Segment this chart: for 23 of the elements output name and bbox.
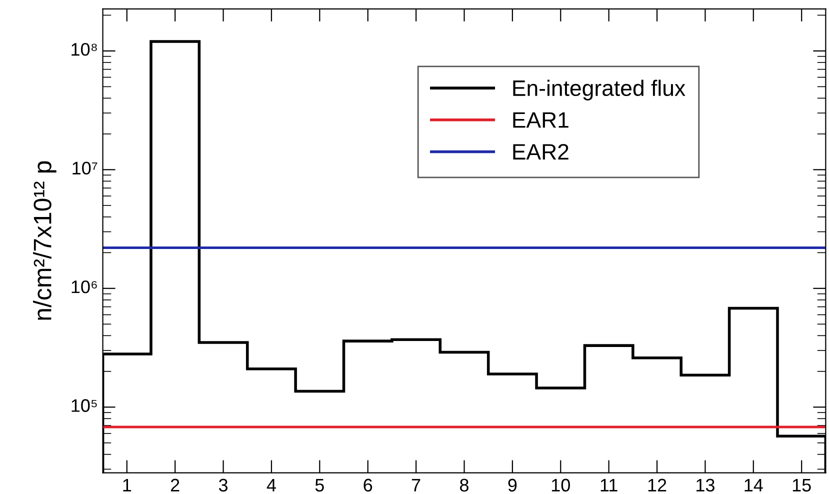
y-axis-title: n/cm²/7x10¹² p <box>33 161 56 320</box>
x-tick-label: 8 <box>460 478 468 492</box>
x-tick-label: 7 <box>412 478 420 492</box>
x-tick-label: 10 <box>552 478 570 492</box>
x-tick-label: 14 <box>744 478 763 492</box>
y-tick-label: 10⁸ <box>72 42 97 56</box>
y-tick-label: 10⁵ <box>72 399 97 412</box>
legend-label: EAR2 <box>513 144 568 160</box>
x-tick-label: 2 <box>170 478 180 492</box>
x-tick-label: 5 <box>315 478 324 492</box>
y-tick-label: 10⁷ <box>72 162 98 175</box>
x-tick-label: 1 <box>123 478 132 492</box>
x-tick-label: 9 <box>508 478 517 492</box>
x-tick-label: 4 <box>266 478 276 492</box>
legend-label: EAR1 <box>513 112 568 128</box>
legend-label: En-integrated flux <box>513 80 686 100</box>
x-tick-label: 15 <box>792 478 811 492</box>
x-tick-label: 6 <box>364 478 372 492</box>
y-tick-label: 10⁶ <box>72 280 97 294</box>
x-tick-label: 11 <box>600 478 618 492</box>
x-tick-label: 13 <box>696 478 714 492</box>
x-tick-label: 3 <box>218 478 228 492</box>
x-tick-label: 12 <box>648 478 666 492</box>
